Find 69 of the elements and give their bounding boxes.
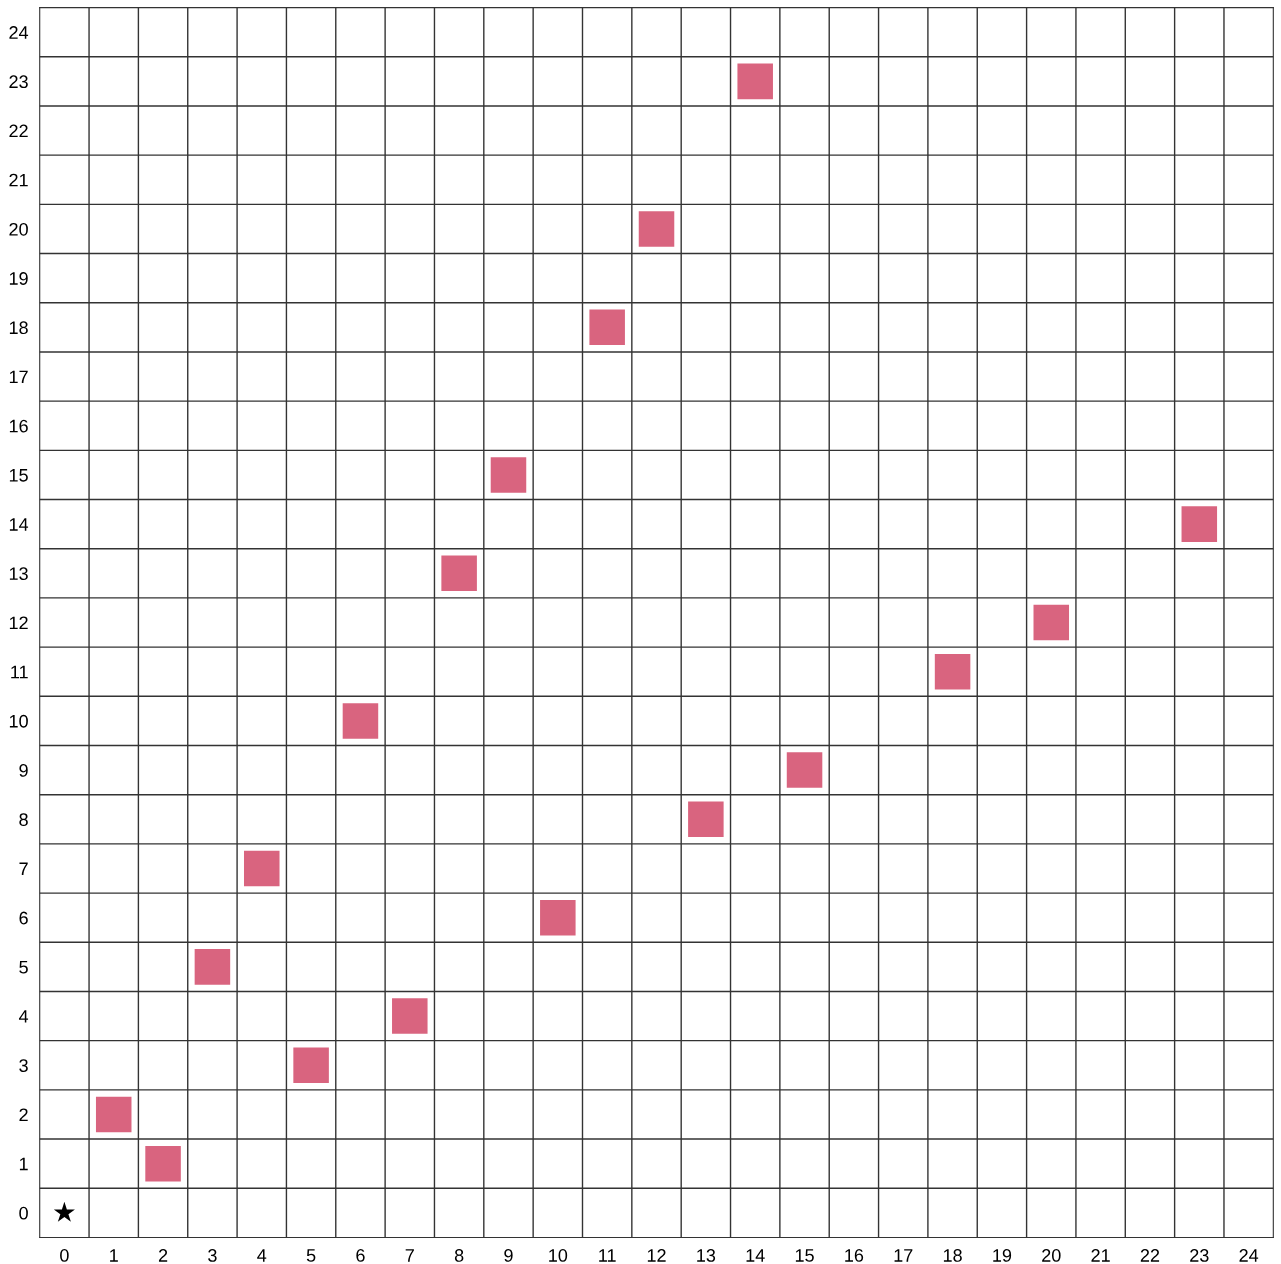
y-tick-label: 18 bbox=[9, 321, 28, 335]
point bbox=[638, 211, 675, 247]
y-tick-label: 6 bbox=[19, 911, 28, 925]
x-tick-label: 2 bbox=[158, 1249, 168, 1262]
y-tick-label: 16 bbox=[9, 419, 28, 433]
point bbox=[688, 801, 724, 838]
x-tick-label: 1 bbox=[110, 1249, 118, 1262]
x-tick-label: 16 bbox=[845, 1249, 864, 1262]
y-tick-label: 5 bbox=[19, 961, 28, 974]
x-tick-label: 10 bbox=[549, 1249, 568, 1262]
x-tick-label: 12 bbox=[647, 1249, 666, 1262]
point bbox=[342, 703, 379, 739]
y-tick-label: 24 bbox=[9, 26, 29, 39]
x-tick-label: 5 bbox=[306, 1249, 316, 1262]
x-tick-label: 17 bbox=[894, 1249, 913, 1262]
y-tick-label: 17 bbox=[9, 370, 28, 384]
point bbox=[934, 653, 971, 690]
point bbox=[589, 309, 625, 346]
x-tick-label: 6 bbox=[356, 1249, 365, 1262]
y-tick-label: 22 bbox=[9, 124, 28, 138]
x-tick-label: 14 bbox=[746, 1249, 765, 1262]
y-tick-label: 20 bbox=[9, 222, 28, 236]
y-tick-label: 0 bbox=[19, 1206, 28, 1220]
x-tick-label: 13 bbox=[697, 1249, 716, 1262]
point bbox=[786, 752, 823, 788]
y-tick-label: 4 bbox=[18, 1010, 29, 1023]
point bbox=[53, 1201, 75, 1222]
x-tick-label: 4 bbox=[257, 1249, 267, 1262]
y-tick-label: 14 bbox=[9, 518, 29, 531]
point bbox=[737, 63, 773, 100]
x-tick-label: 22 bbox=[1140, 1249, 1160, 1262]
x-tick-label: 9 bbox=[504, 1249, 513, 1262]
y-tick-label: 11 bbox=[11, 665, 28, 679]
x-tick-label: 19 bbox=[993, 1249, 1012, 1262]
x-tick-label: 23 bbox=[1190, 1249, 1209, 1262]
x-tick-label: 20 bbox=[1042, 1249, 1061, 1262]
y-tick-label: 1 bbox=[19, 1157, 28, 1171]
point bbox=[1033, 604, 1070, 641]
point bbox=[540, 899, 576, 936]
x-tick-label: 7 bbox=[405, 1249, 414, 1262]
x-tick-label: 18 bbox=[943, 1249, 962, 1262]
y-tick-label: 21 bbox=[9, 173, 28, 187]
point bbox=[1181, 506, 1218, 542]
y-tick-label: 10 bbox=[9, 714, 28, 728]
x-tick-label: 15 bbox=[795, 1249, 814, 1262]
y-tick-label: 23 bbox=[9, 75, 28, 89]
y-tick-label: 3 bbox=[19, 1059, 28, 1072]
y-tick-label: 2 bbox=[19, 1108, 28, 1122]
point bbox=[145, 1145, 181, 1182]
x-tick-label: 21 bbox=[1091, 1249, 1110, 1262]
y-tick-label: 7 bbox=[19, 862, 28, 876]
x-tick-label: 3 bbox=[208, 1249, 217, 1262]
y-tick-label: 8 bbox=[19, 813, 28, 827]
x-tick-label: 0 bbox=[60, 1249, 69, 1262]
y-tick-label: 19 bbox=[9, 272, 28, 285]
x-tick-label: 8 bbox=[454, 1249, 464, 1262]
point bbox=[490, 457, 527, 493]
point bbox=[392, 998, 428, 1034]
point bbox=[194, 949, 231, 985]
y-tick-label: 12 bbox=[9, 616, 28, 630]
x-tick-label: 11 bbox=[599, 1249, 616, 1262]
point bbox=[441, 555, 477, 592]
point bbox=[293, 1047, 329, 1084]
x-tick-label: 24 bbox=[1239, 1249, 1259, 1262]
point bbox=[95, 1096, 132, 1133]
point bbox=[244, 850, 280, 887]
y-tick-label: 13 bbox=[9, 567, 28, 581]
y-tick-label: 15 bbox=[9, 469, 28, 482]
y-tick-label: 9 bbox=[19, 764, 28, 777]
